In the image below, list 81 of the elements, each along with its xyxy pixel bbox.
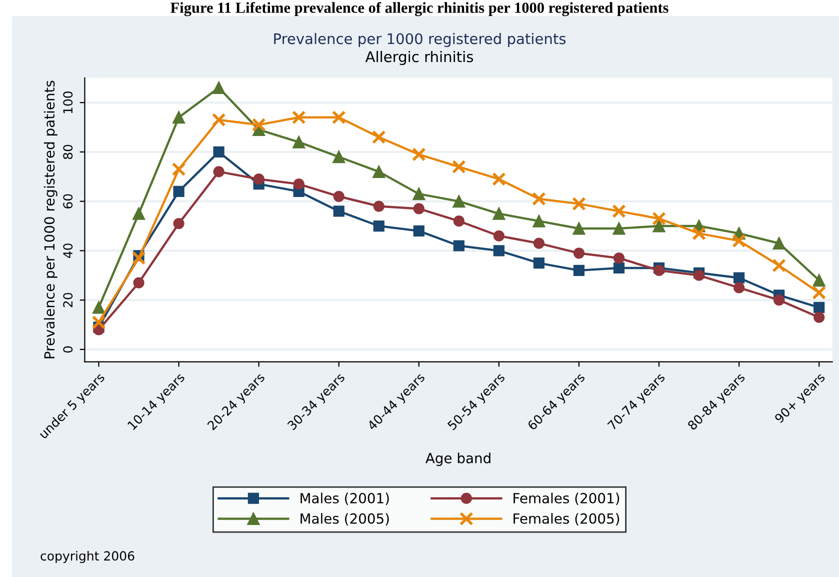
point: [132, 251, 146, 266]
point: [533, 257, 545, 269]
y-tick-label: 20: [63, 292, 73, 308]
point: [132, 207, 146, 220]
point: [173, 218, 184, 230]
point: [212, 112, 226, 127]
point: [413, 225, 424, 236]
chart-title: Figure 11 Lifetime prevalence of allergic rhinitis per 1000 registered patients: [170, 2, 668, 16]
legend-label: Females (2001): [514, 492, 620, 506]
point: [692, 226, 706, 240]
legend-label: Males (2005): [300, 513, 389, 526]
point: [652, 220, 666, 232]
point: [332, 150, 346, 164]
point: [492, 207, 506, 220]
point: [612, 222, 626, 235]
point: [173, 186, 184, 198]
point: [133, 277, 144, 288]
point: [612, 204, 626, 218]
text: copyright 2006: [40, 550, 134, 564]
point: [213, 146, 224, 158]
x-axis-title: Age band: [426, 452, 490, 466]
point: [452, 195, 466, 208]
point: [333, 206, 344, 217]
point: [533, 238, 545, 249]
point: [413, 203, 424, 214]
point: [772, 237, 786, 250]
y-tick-label: 40: [63, 244, 73, 258]
point: [92, 301, 105, 314]
y-axis-title: Prevalence per 1000 registered patients: [44, 80, 58, 358]
point: [293, 178, 304, 190]
point: [812, 274, 826, 287]
point: [733, 272, 745, 284]
point: [814, 302, 825, 314]
point: [493, 245, 504, 256]
point: [92, 315, 106, 330]
y-tick-label: 60: [63, 194, 73, 208]
point: [812, 286, 826, 300]
point: [732, 234, 746, 248]
point: [333, 190, 344, 202]
point: [453, 216, 464, 227]
point: [572, 196, 586, 211]
y-tick-label: 0: [63, 346, 73, 353]
point: [573, 264, 585, 276]
point: [292, 110, 306, 124]
point: [492, 172, 506, 186]
point: [772, 258, 786, 272]
point: [412, 147, 426, 162]
point: [652, 212, 666, 226]
point: [774, 294, 785, 306]
point: [253, 174, 264, 185]
legend-label: Females (2005): [514, 513, 620, 526]
point: [372, 130, 386, 144]
point: [452, 160, 466, 174]
point: [212, 82, 226, 94]
point: [172, 162, 186, 176]
point: [814, 312, 825, 323]
point: [332, 110, 346, 124]
y-tick-label: 80: [63, 144, 73, 160]
point: [532, 192, 546, 206]
point: [453, 240, 464, 252]
legend-label: Males (2001): [300, 492, 389, 506]
point: [532, 214, 546, 228]
text: Allergic rhinitis: [365, 50, 474, 66]
point: [372, 165, 386, 178]
point: [613, 252, 625, 264]
chart-subtitle: Prevalence per 1000 registered patients: [274, 32, 566, 48]
point: [573, 248, 585, 259]
point: [252, 118, 266, 132]
point: [613, 262, 625, 274]
point: [693, 270, 705, 281]
y-tick-label: 100: [63, 91, 73, 114]
point: [653, 264, 665, 276]
point: [172, 111, 186, 124]
point: [373, 220, 384, 232]
point: [213, 166, 224, 178]
point: [493, 230, 504, 242]
point: [292, 136, 306, 148]
point: [733, 282, 745, 294]
point: [373, 200, 384, 212]
point: [572, 222, 586, 235]
point: [412, 188, 426, 200]
